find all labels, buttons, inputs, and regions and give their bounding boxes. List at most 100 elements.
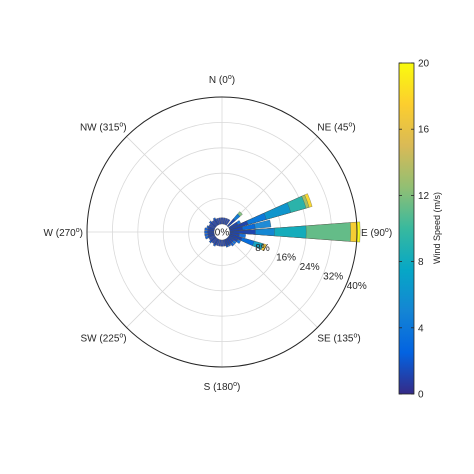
colorbar-gradient — [398, 62, 415, 395]
outer-ring — [86, 96, 358, 368]
radial-tick-label: 32% — [323, 271, 343, 282]
wind-bar — [220, 217, 224, 225]
sector-190 — [218, 239, 222, 247]
sector-270 — [204, 230, 215, 234]
colorbar: 0 4 8 12 16 20 Wind Speed (m/s) — [398, 59, 442, 401]
sector-10 — [222, 217, 226, 225]
colorbar-tick-label: 16 — [418, 125, 430, 136]
radial-tick-label: 24% — [300, 262, 320, 273]
sector-160 — [223, 239, 229, 248]
wind-bar — [207, 228, 215, 232]
wind-bar — [227, 236, 234, 243]
wind-bar — [228, 235, 238, 243]
wind-bar — [208, 235, 216, 241]
direction-labels: N (0o) NE (45o) E (90o) SE (135o) S (180o) SW… — [44, 74, 393, 393]
sector-280 — [204, 227, 215, 232]
direction-label: W (270o) — [44, 227, 83, 239]
direction-label: NE (45o) — [317, 122, 355, 134]
colorbar-tick-label: 8 — [418, 257, 424, 268]
polar-outline — [86, 96, 358, 368]
wind-bar — [210, 236, 217, 243]
sector-330 — [212, 217, 219, 226]
sector-250 — [204, 233, 215, 240]
wind-bar — [226, 237, 233, 244]
wind-bar — [228, 221, 238, 229]
sector-170 — [222, 239, 226, 247]
direction-label: S (180o) — [204, 381, 241, 393]
wind-bar — [229, 229, 256, 235]
radial-tick-label: 40% — [347, 281, 367, 292]
wind-bar — [225, 238, 231, 246]
wind-bar — [208, 225, 215, 231]
wind-bar — [213, 238, 219, 246]
sector-320 — [211, 220, 218, 227]
wind-bar — [229, 233, 243, 241]
sector-30 — [225, 218, 231, 226]
wind-bar — [218, 217, 222, 225]
sector-300 — [208, 223, 216, 229]
sector-140 — [226, 237, 235, 247]
direction-label: SW (225o) — [80, 332, 126, 344]
radial-tick-label: 0% — [215, 228, 230, 239]
sector-70 — [229, 193, 313, 231]
sector-290 — [206, 225, 215, 231]
sector-180 — [220, 239, 224, 247]
wind-bar — [229, 232, 240, 237]
wind-bar — [207, 232, 215, 236]
wind-bar — [225, 218, 231, 226]
radial-tick-label: 8% — [255, 243, 270, 254]
colorbar-title: Wind Speed (m/s) — [432, 192, 442, 264]
radial-tick-labels: 0% 8% 16% 24%32% 40% — [215, 228, 367, 292]
sector-130 — [227, 236, 237, 245]
sector-340 — [215, 218, 221, 225]
sector-350 — [218, 217, 222, 225]
wind-bar — [218, 239, 222, 247]
grid-spoke — [126, 136, 217, 227]
sector-220 — [211, 237, 218, 244]
sector-60 — [228, 220, 241, 229]
wind-bar — [208, 233, 215, 239]
sector-150 — [225, 238, 232, 247]
wind-bar — [213, 218, 219, 226]
direction-label: E (90o) — [361, 227, 392, 239]
radial-tick-label: 16% — [276, 252, 296, 263]
grid-spoke — [227, 237, 318, 328]
sector-90 — [229, 221, 361, 243]
grid-spoke — [227, 136, 318, 227]
wind-bar — [222, 239, 226, 247]
wind-bar — [211, 220, 218, 227]
wind-bar — [215, 218, 221, 225]
sector-230 — [208, 236, 217, 244]
wind-bar — [229, 220, 249, 231]
wind-bar — [207, 230, 215, 234]
sector-200 — [215, 239, 221, 246]
sector-0 — [220, 217, 224, 225]
grid-spoke — [126, 237, 217, 328]
colorbar-tick-label: 20 — [418, 59, 430, 70]
wind-bar — [211, 237, 218, 244]
sector-20 — [223, 218, 229, 225]
wind-bar — [208, 223, 216, 229]
direction-label: SE (135o) — [317, 332, 360, 344]
sector-260 — [204, 232, 215, 237]
colorbar-tick-label: 0 — [418, 390, 424, 401]
sector-45 — [227, 211, 243, 227]
colorbar-tick-label: 4 — [418, 323, 424, 334]
sector-80 — [229, 219, 272, 232]
direction-label: N (0o) — [209, 74, 235, 86]
wind-bar — [223, 218, 229, 225]
colorbar-tick-label: 12 — [418, 191, 430, 202]
sector-210 — [212, 238, 219, 247]
sector-100 — [229, 232, 246, 239]
wind-bar — [210, 221, 217, 228]
wind-rose-bars — [204, 193, 361, 252]
direction-label: NW (315o) — [80, 122, 127, 134]
wind-bar — [215, 239, 221, 246]
wind-bar — [229, 226, 243, 232]
sector-310 — [208, 220, 217, 228]
wind-bar — [223, 239, 229, 246]
wind-bar — [222, 217, 226, 225]
sector-240 — [208, 235, 216, 241]
wind-bar — [220, 239, 224, 247]
